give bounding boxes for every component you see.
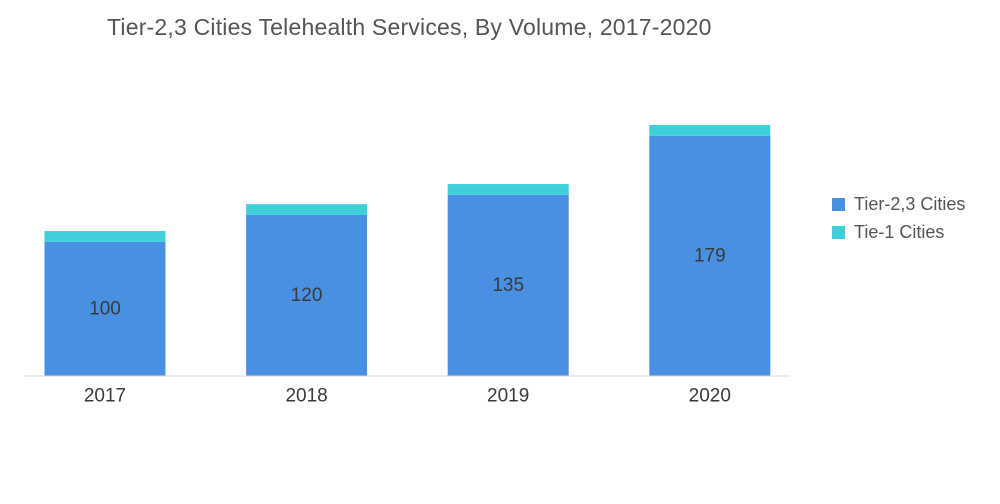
- legend-item-tier-1: Tie-1 Cities: [832, 218, 965, 246]
- x-tick-label-2020: 2020: [689, 386, 731, 407]
- bar-tier-1-2018: [246, 204, 368, 215]
- x-tick-label-2018: 2018: [285, 386, 327, 407]
- x-tick-label-2017: 2017: [84, 386, 126, 407]
- x-axis-ticks: 2017 2018 2019 2020: [84, 386, 731, 407]
- bar-tier-2-3-2017: [44, 241, 166, 376]
- data-label-2019: 135: [492, 275, 524, 296]
- bar-tier-2-3-2018: [246, 214, 368, 376]
- bar-tier-2-3-2020: [649, 135, 771, 376]
- legend-swatch-tier-1: [832, 225, 845, 239]
- data-label-2017: 100: [89, 298, 121, 319]
- legend-label-tier-1: Tie-1 Cities: [854, 221, 945, 242]
- legend-swatch-tier-2-3: [832, 197, 845, 211]
- bar-tier-1-2017: [44, 231, 166, 242]
- data-label-2018: 120: [291, 285, 323, 306]
- legend: Tier-2,3 Cities Tie-1 Cities: [832, 190, 965, 246]
- legend-label-tier-2-3: Tier-2,3 Cities: [854, 193, 966, 214]
- x-tick-label-2019: 2019: [487, 386, 529, 407]
- bars-layer: 100 120 135 179: [44, 125, 771, 376]
- legend-item-tier-2-3: Tier-2,3 Cities: [832, 190, 965, 218]
- bar-tier-1-2019: [447, 184, 569, 195]
- chart-title: Tier-2,3 Cities Telehealth Services, By …: [107, 14, 712, 40]
- bar-tier-1-2020: [649, 125, 771, 136]
- bar-tier-2-3-2019: [447, 194, 569, 376]
- data-label-2020: 179: [694, 245, 726, 266]
